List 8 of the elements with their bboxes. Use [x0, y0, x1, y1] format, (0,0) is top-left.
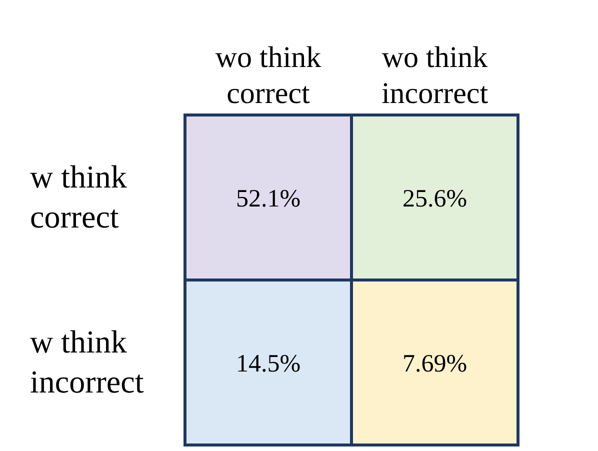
x-tick-label: wo think correct: [215, 41, 322, 110]
data-label: 7.69%: [402, 350, 468, 378]
data-label: 52.1%: [236, 185, 301, 212]
x-tick-label: wo think incorrect: [381, 41, 489, 110]
y-tick-label: w think correct: [30, 158, 127, 234]
data-label: 14.5%: [236, 350, 301, 378]
y-tick-label: w think incorrect: [30, 324, 144, 400]
data-label: 25.6%: [402, 185, 468, 212]
